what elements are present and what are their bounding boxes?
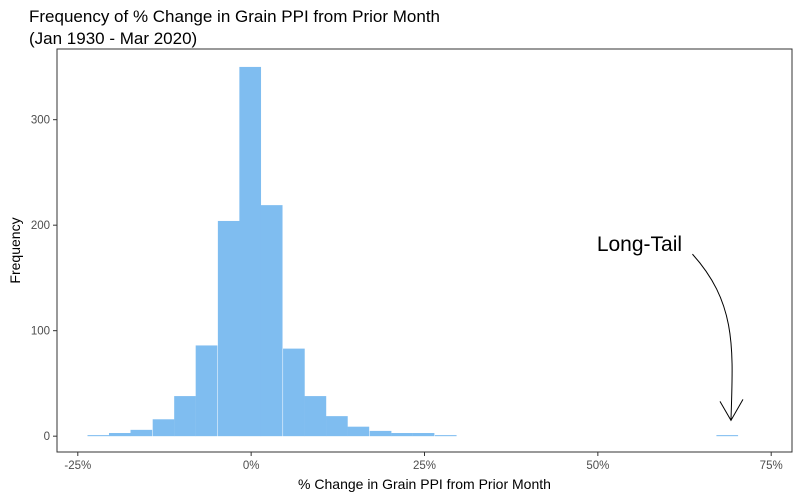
x-tick-label: 25% bbox=[413, 460, 436, 472]
histogram-bar bbox=[152, 419, 175, 437]
histogram-bar bbox=[326, 416, 348, 437]
histogram-bar bbox=[239, 66, 262, 437]
histogram-bar bbox=[304, 396, 327, 437]
histogram-bar bbox=[217, 220, 240, 437]
histogram-bar bbox=[260, 205, 283, 437]
annotation-arrowhead bbox=[719, 399, 744, 422]
y-tick-label: 100 bbox=[31, 326, 50, 338]
histogram-bar bbox=[87, 435, 110, 437]
x-tick-label: -25% bbox=[64, 460, 91, 472]
histogram-bar bbox=[174, 396, 196, 437]
histogram-bar bbox=[195, 345, 218, 437]
x-axis-label: % Change in Grain PPI from Prior Month bbox=[298, 476, 551, 492]
histogram-bar bbox=[716, 435, 739, 437]
y-axis: 0 100 200 300 bbox=[31, 115, 57, 443]
histogram-bar bbox=[391, 433, 413, 437]
histogram-bar bbox=[283, 348, 305, 437]
histogram-bar bbox=[369, 430, 392, 437]
chart-subtitle: (Jan 1930 - Mar 2020) bbox=[29, 29, 198, 48]
y-axis-label: Frequency bbox=[7, 217, 23, 283]
long-tail-annotation: Long-Tail bbox=[597, 233, 682, 256]
histogram-bar bbox=[434, 435, 457, 437]
bar-group bbox=[87, 66, 739, 437]
histogram-bar bbox=[347, 426, 370, 437]
y-tick-label: 0 bbox=[44, 431, 50, 443]
x-tick-label: 50% bbox=[586, 460, 609, 472]
x-axis: -25% 0% 25% 50% 75% bbox=[64, 452, 783, 472]
x-tick-label: 0% bbox=[243, 460, 260, 472]
y-tick-label: 200 bbox=[31, 220, 50, 232]
histogram-bar bbox=[412, 433, 435, 437]
y-tick-label: 300 bbox=[31, 115, 50, 127]
x-tick-label: 75% bbox=[760, 460, 783, 472]
chart-title: Frequency of % Change in Grain PPI from … bbox=[29, 7, 441, 26]
histogram-bar bbox=[130, 429, 153, 437]
annotation-arrow bbox=[692, 253, 733, 421]
histogram-bar bbox=[109, 433, 131, 437]
